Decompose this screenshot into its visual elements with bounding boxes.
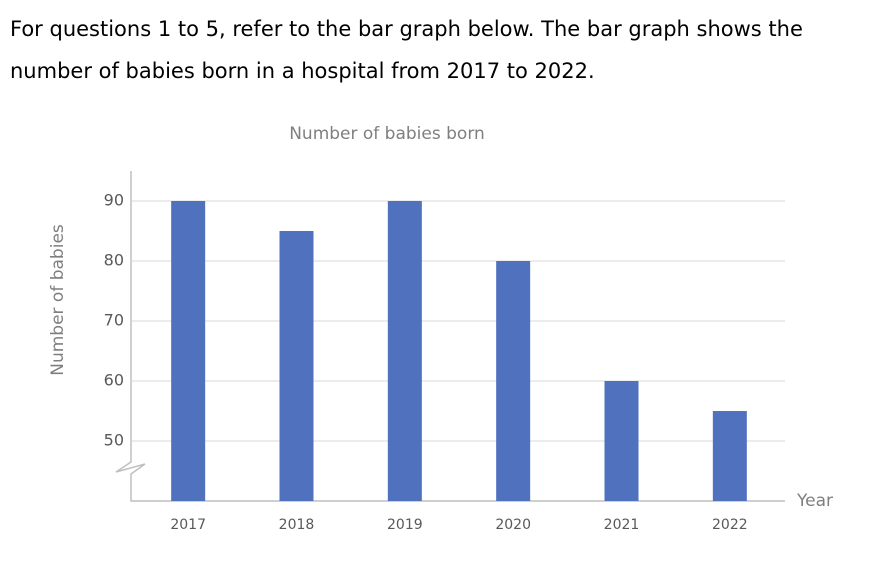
x-tick-label: 2020	[495, 517, 531, 533]
y-tick-label: 70	[104, 311, 124, 330]
chart-title: Number of babies born	[289, 124, 485, 144]
bar	[712, 411, 747, 501]
x-tick-label: 2022	[712, 517, 748, 533]
x-tick-label: 2021	[604, 517, 640, 533]
x-axis-label: Year	[796, 491, 833, 511]
y-tick-label: 60	[104, 371, 124, 390]
bar	[171, 201, 206, 501]
y-axis-label: Number of babies	[48, 224, 68, 376]
axis-with-break	[115, 171, 785, 502]
bar	[496, 261, 531, 501]
y-tick-label: 90	[104, 191, 124, 210]
question-line: For questions 1 to 5, refer to the bar g…	[10, 17, 803, 41]
y-tick-label: 80	[104, 251, 124, 270]
bar	[279, 231, 314, 501]
bar	[387, 201, 422, 501]
y-tick-label: 50	[104, 431, 124, 450]
bar	[604, 381, 639, 501]
question-line: number of babies born in a hospital from…	[10, 59, 595, 83]
x-tick-label: 2019	[387, 517, 423, 533]
x-tick-label: 2018	[279, 517, 315, 533]
x-tick-label: 2017	[170, 517, 206, 533]
